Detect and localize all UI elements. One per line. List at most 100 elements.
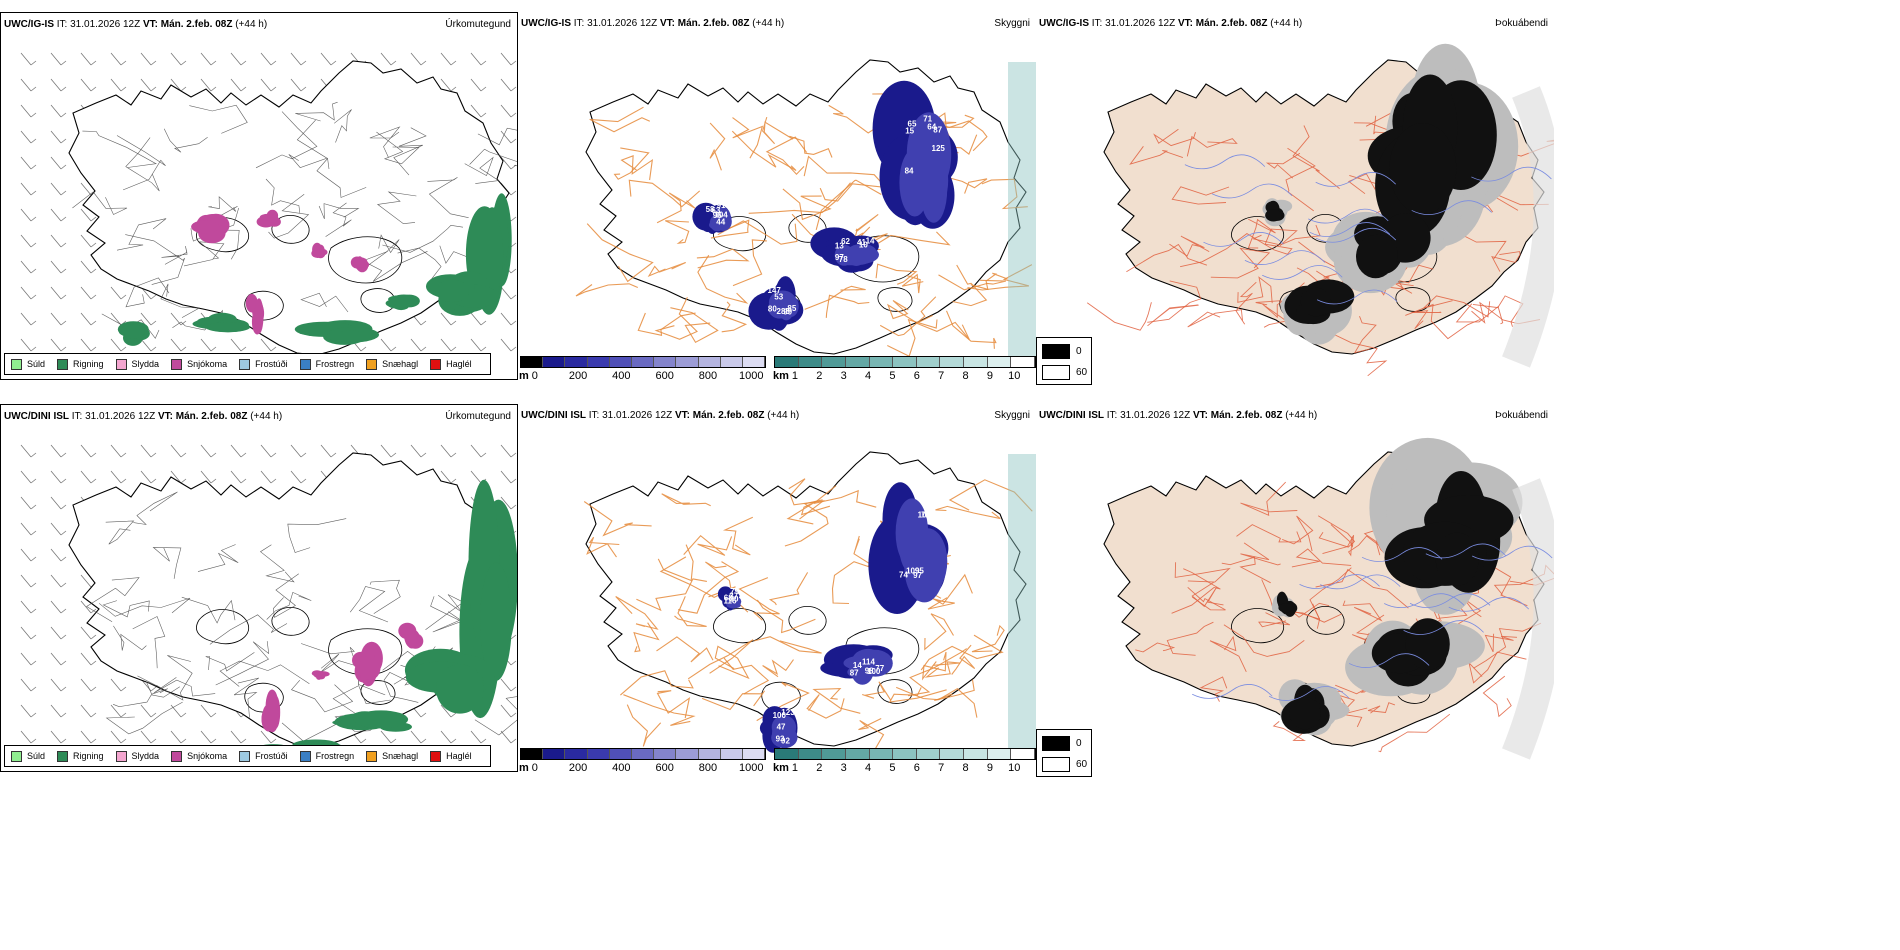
legend-item: Frostúði <box>239 750 288 762</box>
visibility-value: 85 <box>787 304 796 313</box>
visibility-value: 123 <box>781 708 795 717</box>
fog-legend-item: 0 <box>1042 344 1082 359</box>
colorbar-tick: 200 <box>568 370 588 380</box>
legend-swatch <box>239 750 251 762</box>
visibility-value: 68 <box>724 593 733 602</box>
panel-title: UWC/DINI ISL IT: 31.01.2026 12Z VT: Mán.… <box>521 410 800 421</box>
colorbar-strip <box>520 356 766 368</box>
colorbar-unit: m <box>519 370 531 380</box>
panel-label: Skyggni <box>994 410 1030 421</box>
fog-legend-item: 0 <box>1042 736 1082 751</box>
visibility-value: 114 <box>862 657 875 666</box>
colorbar-tick: 1 <box>791 370 799 380</box>
fog-legend-label: 60 <box>1076 759 1088 770</box>
visibility-value: 41 <box>857 238 866 247</box>
visibility-value: 62 <box>841 237 850 246</box>
iceland-outline <box>68 452 517 764</box>
visibility-value: 30 <box>730 595 739 604</box>
legend-label: Frostregn <box>315 359 355 369</box>
legend-swatch <box>239 358 251 370</box>
visibility-value: 91 <box>717 201 726 210</box>
visibility-value: 71 <box>923 115 932 124</box>
visibility-value: 65 <box>908 119 917 128</box>
visibility-value: 87 <box>933 126 942 135</box>
colorbar-strip <box>774 356 1036 368</box>
colorbar-tick: 600 <box>655 370 674 380</box>
legend-item: Snæhagl <box>366 750 419 762</box>
iceland-outline <box>1086 43 1554 377</box>
legend-label: Frostúði <box>255 359 288 369</box>
iceland-outline <box>1103 437 1554 760</box>
legend-item: Frostregn <box>299 358 355 370</box>
legend-swatch <box>366 358 378 370</box>
legend-item: Súld <box>11 750 45 762</box>
visibility-value: 13 <box>835 241 844 250</box>
legend-item: Rigning <box>57 358 104 370</box>
colorbar-tick: 6 <box>913 370 920 380</box>
legend-label: Snæhagl <box>382 359 419 369</box>
visibility-value: 96 <box>713 211 722 220</box>
visibility-value: 285 <box>777 307 791 316</box>
colorbar-tick: 8 <box>962 370 969 380</box>
colorbar-strip <box>520 748 766 760</box>
colorbar-tick: 3 <box>840 370 847 380</box>
legend-swatch <box>299 750 311 762</box>
legend-item: Haglél <box>430 750 472 762</box>
colorbar-tick: 800 <box>698 370 718 380</box>
colorbar-unit: m <box>519 762 531 772</box>
panel-label: Úrkomutegund <box>445 19 511 30</box>
visibility-value: 78 <box>839 255 848 264</box>
visibility-value: 97 <box>913 571 922 580</box>
legend-item: Snjókoma <box>171 358 227 370</box>
visibility-value: 58 <box>706 205 715 214</box>
visibility-value: 80 <box>768 305 777 314</box>
precip-type-panel-row1: UWC/IG-IS IT: 31.01.2026 12Z VT: Mán. 2.… <box>0 12 518 380</box>
legend-swatch <box>430 358 442 370</box>
legend-item: Haglél <box>430 358 472 370</box>
colorbar-tick: 2 <box>816 370 823 380</box>
legend-swatch <box>171 358 183 370</box>
iceland-fog-map <box>1086 43 1554 377</box>
visibility-value: 77 <box>875 664 884 673</box>
colorbar-tick: 5 <box>889 762 896 772</box>
fog-legend-item: 60 <box>1042 757 1087 772</box>
visibility-value: 15 <box>905 127 914 136</box>
visibility-value: 47 <box>777 723 786 732</box>
legend-item: Slydda <box>115 750 159 762</box>
visibility-value: 87 <box>850 669 859 678</box>
legend-swatch <box>299 358 311 370</box>
panel-label: Þokuábendi <box>1495 18 1548 29</box>
iceland-fog-map <box>1103 437 1554 760</box>
legend-label: Haglél <box>446 751 472 761</box>
visibility-panel-row2: UWC/DINI ISL IT: 31.01.2026 12Z VT: Mán.… <box>518 404 1036 772</box>
visibility-value: 74 <box>899 571 908 580</box>
iceland-outline: 109 114 92 79 104 100 93 116 74 77 123 68 95 87 100 30 9… <box>583 451 1036 754</box>
visibility-value: 44 <box>716 218 725 227</box>
fog-legend-swatch <box>1042 757 1070 772</box>
visibility-value: 99 <box>783 308 792 317</box>
iceland-visibility-map: 109 114 92 79 104 100 93 116 74 77 123 68 95 87 100 30 9… <box>583 451 1036 754</box>
visibility-value: 97 <box>835 253 844 262</box>
fog-legend-label: 0 <box>1076 346 1082 357</box>
legend-swatch <box>11 750 22 762</box>
legend-item: Slydda <box>115 358 160 370</box>
iceland-outline: 65 10 99 58 87 97 85 96 64 41 80 91 84 13 285 104 125 62 1… <box>575 59 1036 362</box>
visibility-value: 92 <box>781 736 790 745</box>
legend-item: Frostregn <box>299 750 355 762</box>
legend-swatch <box>430 750 442 762</box>
legend-label: Frostúði <box>255 751 288 761</box>
colorbar-tick: 9 <box>986 370 993 380</box>
iceland-precip-map <box>20 52 517 356</box>
legend-swatch <box>115 358 127 370</box>
visibility-value: 104 <box>714 211 728 220</box>
visibility-value: 95 <box>915 567 924 576</box>
panel-label: Úrkomutegund <box>445 411 511 422</box>
legend-label: Slydda <box>131 359 160 369</box>
colorbar-tick: 400 <box>612 762 631 772</box>
legend-label: Snæhagl <box>382 751 419 761</box>
legend-label: Frostregn <box>315 751 355 761</box>
fog-index-legend: 0 60 <box>1036 337 1092 385</box>
fog-legend-label: 60 <box>1076 367 1088 378</box>
legend-swatch <box>366 750 378 762</box>
precip-type-legend: Súld Rigning Slydda Snjókoma Frostúði Frostre… <box>4 745 491 767</box>
